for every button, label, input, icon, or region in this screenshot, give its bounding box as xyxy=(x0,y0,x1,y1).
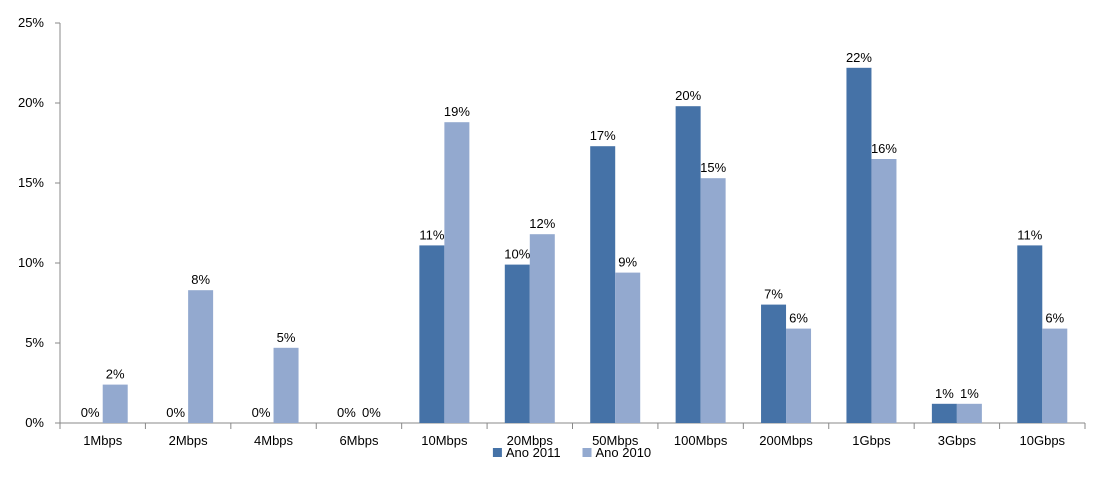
bar-ano-2010 xyxy=(273,347,299,423)
bar-ano-2010 xyxy=(444,122,470,423)
bar-ano-2011 xyxy=(931,403,957,423)
y-tick-label: 20% xyxy=(18,95,44,110)
legend-label: Ano 2010 xyxy=(596,445,652,460)
bar-ano-2011 xyxy=(761,304,787,423)
y-tick-label: 5% xyxy=(25,335,44,350)
bar-ano-2010 xyxy=(529,234,555,423)
data-label: 6% xyxy=(1045,311,1064,326)
data-label: 11% xyxy=(1017,227,1042,242)
data-label: 19% xyxy=(444,104,470,119)
legend-swatch xyxy=(492,448,502,457)
bar-ano-2010 xyxy=(700,178,726,423)
bar-ano-2010 xyxy=(102,384,128,423)
data-label: 1% xyxy=(960,386,979,401)
x-tick-label: 2Mbps xyxy=(169,433,209,448)
axes: 0% 5% 10% 15% 20% 25% 1Mbps 2Mbps 4Mbps 6Mbps 10Mb… xyxy=(18,15,1086,448)
bar-ano-2011 xyxy=(504,264,530,423)
legend-swatch xyxy=(582,448,592,457)
data-label: 15% xyxy=(700,160,726,175)
legend-label: Ano 2011 xyxy=(506,445,561,460)
bar-ano-2011 xyxy=(846,67,872,424)
data-label: 22% xyxy=(846,50,872,65)
x-tick-label: 100Mbps xyxy=(674,433,728,448)
bar-ano-2010 xyxy=(1042,328,1068,423)
data-label: 0% xyxy=(337,405,356,420)
data-label: 11% xyxy=(419,227,444,242)
bar-ano-2010 xyxy=(786,328,812,423)
data-label: 20% xyxy=(675,88,701,103)
legend: Ano 2011 Ano 2010 xyxy=(492,445,652,460)
data-label: 0% xyxy=(81,405,100,420)
data-label: 17% xyxy=(590,128,616,143)
y-tick-label: 0% xyxy=(25,415,44,430)
data-label: 10% xyxy=(504,247,530,262)
data-label: 6% xyxy=(789,311,808,326)
x-tick-label: 1Gbps xyxy=(852,433,891,448)
y-tick-label: 25% xyxy=(18,15,44,30)
x-tick-label: 1Mbps xyxy=(83,433,123,448)
x-tick-label: 3Gbps xyxy=(938,433,977,448)
data-labels: 0% 0% 0% 0% 11% 10% 17% 20% 7% 22% 1% 11% 2% 8% 5% 0% 19… xyxy=(81,50,1065,420)
data-label: 1% xyxy=(935,386,954,401)
data-label: 8% xyxy=(191,272,210,287)
x-tick-label: 50Mbps xyxy=(592,433,639,448)
bars xyxy=(102,67,1068,424)
data-label: 9% xyxy=(618,255,637,270)
data-label: 12% xyxy=(529,216,555,231)
data-label: 2% xyxy=(106,367,125,382)
data-label: 0% xyxy=(166,405,185,420)
x-tick-label: 10Gbps xyxy=(1020,433,1066,448)
bar-ano-2010 xyxy=(956,403,982,423)
data-label: 7% xyxy=(764,287,783,302)
bar-ano-2011 xyxy=(419,245,445,423)
x-tick-label: 10Mbps xyxy=(421,433,468,448)
bar-ano-2011 xyxy=(1017,245,1043,423)
y-tick-label: 10% xyxy=(18,255,44,270)
bar-ano-2011 xyxy=(590,146,616,423)
data-label: 0% xyxy=(252,405,271,420)
y-tick-label: 15% xyxy=(18,175,44,190)
data-label: 16% xyxy=(871,141,897,156)
bar-ano-2010 xyxy=(188,290,214,423)
bar-ano-2010 xyxy=(615,272,641,423)
data-label: 0% xyxy=(362,405,381,420)
bar-ano-2010 xyxy=(871,159,897,423)
x-tick-label: 20Mbps xyxy=(507,433,554,448)
bar-ano-2011 xyxy=(675,106,701,423)
x-tick-label: 6Mbps xyxy=(339,433,379,448)
data-label: 5% xyxy=(277,330,296,345)
x-tick-label: 200Mbps xyxy=(759,433,813,448)
x-tick-label: 4Mbps xyxy=(254,433,294,448)
